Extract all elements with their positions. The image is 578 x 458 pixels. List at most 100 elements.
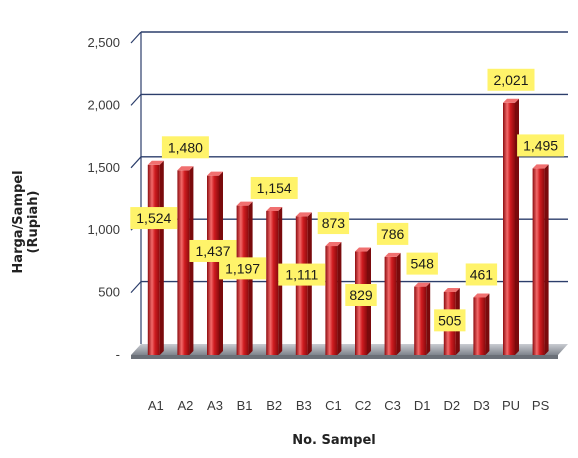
bar-top <box>414 282 431 287</box>
bar-front <box>325 246 338 355</box>
bar <box>147 160 164 355</box>
data-label: 505 <box>434 309 466 332</box>
bar-top <box>532 164 549 169</box>
y-tick-label: 1,500 <box>87 160 120 175</box>
bar <box>473 293 490 355</box>
bar-top <box>207 171 223 176</box>
bar-side <box>485 293 490 355</box>
y-tick-label: 1,000 <box>87 222 120 237</box>
y-tick-label: 500 <box>98 285 120 300</box>
bar-front <box>207 175 219 355</box>
bar-top <box>147 160 164 165</box>
x-tick-labels: A1 A2 A3 B1 B2 B3 C1 C2 C3 D1 D2 D3 PU PS <box>148 398 550 413</box>
bar-side <box>544 164 549 355</box>
data-label-text: 1,111 <box>285 267 318 283</box>
data-label-text: 461 <box>470 266 494 282</box>
bar-side <box>159 160 164 355</box>
data-label-background <box>278 263 326 286</box>
bar <box>384 252 401 355</box>
bar-front <box>473 297 486 355</box>
bar-front <box>236 205 249 355</box>
data-label-background <box>517 134 565 157</box>
bar <box>325 242 342 355</box>
data-label-text: 2,021 <box>493 72 528 88</box>
x-tick-label: C1 <box>325 398 342 413</box>
x-tick-label: PS <box>532 398 550 413</box>
x-tick-label: C2 <box>355 398 372 413</box>
data-label-text: 829 <box>349 287 373 303</box>
x-tick-label: B3 <box>296 398 312 413</box>
bar-top <box>503 98 519 103</box>
data-label: 548 <box>406 252 438 275</box>
y-axis-title: Harga/Sampel (Rupiah) <box>11 170 41 273</box>
bar-side <box>515 98 519 355</box>
data-label: 873 <box>317 212 350 235</box>
data-label-background <box>406 252 438 275</box>
data-label-background <box>317 212 350 235</box>
data-label: 2,021 <box>487 68 535 91</box>
bar-front <box>414 286 427 355</box>
data-label-background <box>345 283 377 306</box>
bar-top <box>295 212 312 217</box>
gridline-depth <box>130 31 142 44</box>
data-label-text: 1,495 <box>523 137 558 153</box>
y-axis-title-line2: (Rupiah) <box>26 191 41 254</box>
floor-edge <box>131 355 558 359</box>
bar-top <box>266 206 283 211</box>
data-label: 1,437 <box>189 239 237 262</box>
data-label: 1,524 <box>130 207 178 230</box>
data-label: 1,111 <box>278 263 326 286</box>
x-axis-title: No. Sampel <box>292 433 376 448</box>
bar-side <box>337 242 342 355</box>
x-tick-label: D3 <box>473 398 490 413</box>
bar-top <box>325 242 342 247</box>
y-tick-label: - <box>116 347 120 362</box>
bar <box>295 212 312 355</box>
data-label-text: 1,437 <box>195 243 230 259</box>
data-label-text: 505 <box>438 312 462 328</box>
data-label: 1,197 <box>219 257 267 280</box>
data-label-text: 873 <box>322 215 346 231</box>
bar-side <box>426 282 431 355</box>
bar-top <box>473 293 490 298</box>
bar <box>414 282 431 355</box>
data-label-background <box>161 136 209 159</box>
bar <box>532 164 549 355</box>
data-label: 1,480 <box>161 136 209 159</box>
bar-top <box>443 287 460 292</box>
bar-top <box>177 166 194 171</box>
data-label-background <box>376 222 409 245</box>
data-label-background <box>189 239 237 262</box>
bar-top <box>384 252 401 257</box>
data-label-background <box>465 263 498 286</box>
x-tick-label: B1 <box>237 398 253 413</box>
bar-front <box>384 256 397 355</box>
data-label-background <box>250 176 298 199</box>
data-label-text: 548 <box>411 256 435 272</box>
bar-front <box>266 210 279 355</box>
bar-side <box>396 252 401 355</box>
data-label-background <box>130 207 178 230</box>
data-label: 1,154 <box>250 176 298 199</box>
y-tick-labels: - 500 1,000 1,500 2,000 2,500 <box>87 35 120 362</box>
data-label: 1,495 <box>517 134 565 157</box>
floor-plane <box>131 344 568 355</box>
data-label-text: 1,480 <box>168 139 203 155</box>
x-tick-label: A3 <box>207 398 223 413</box>
x-tick-label: PU <box>502 398 520 413</box>
data-label-text: 786 <box>381 226 405 242</box>
x-tick-label: B2 <box>266 398 282 413</box>
data-label-text: 1,524 <box>136 210 171 226</box>
gridline-depth <box>130 156 142 169</box>
y-tick-label: 2,000 <box>87 97 120 112</box>
x-tick-label: C3 <box>384 398 401 413</box>
data-label: 461 <box>465 263 498 286</box>
x-tick-label: D1 <box>414 398 431 413</box>
gridline-depth <box>130 93 142 106</box>
data-label-text: 1,154 <box>257 180 292 196</box>
data-label: 786 <box>376 222 409 245</box>
bar-top <box>355 247 371 252</box>
